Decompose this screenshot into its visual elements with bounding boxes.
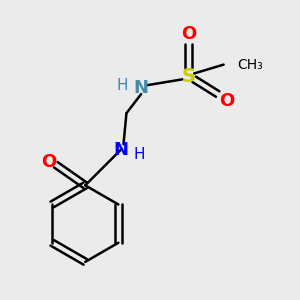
Text: H: H [134,147,146,162]
Text: CH₃: CH₃ [237,58,262,72]
Text: O: O [219,92,234,110]
Text: H: H [116,78,128,93]
Text: N: N [134,79,149,97]
Text: O: O [41,153,56,171]
Text: S: S [181,67,195,86]
Text: O: O [181,25,196,43]
Text: N: N [113,141,128,159]
